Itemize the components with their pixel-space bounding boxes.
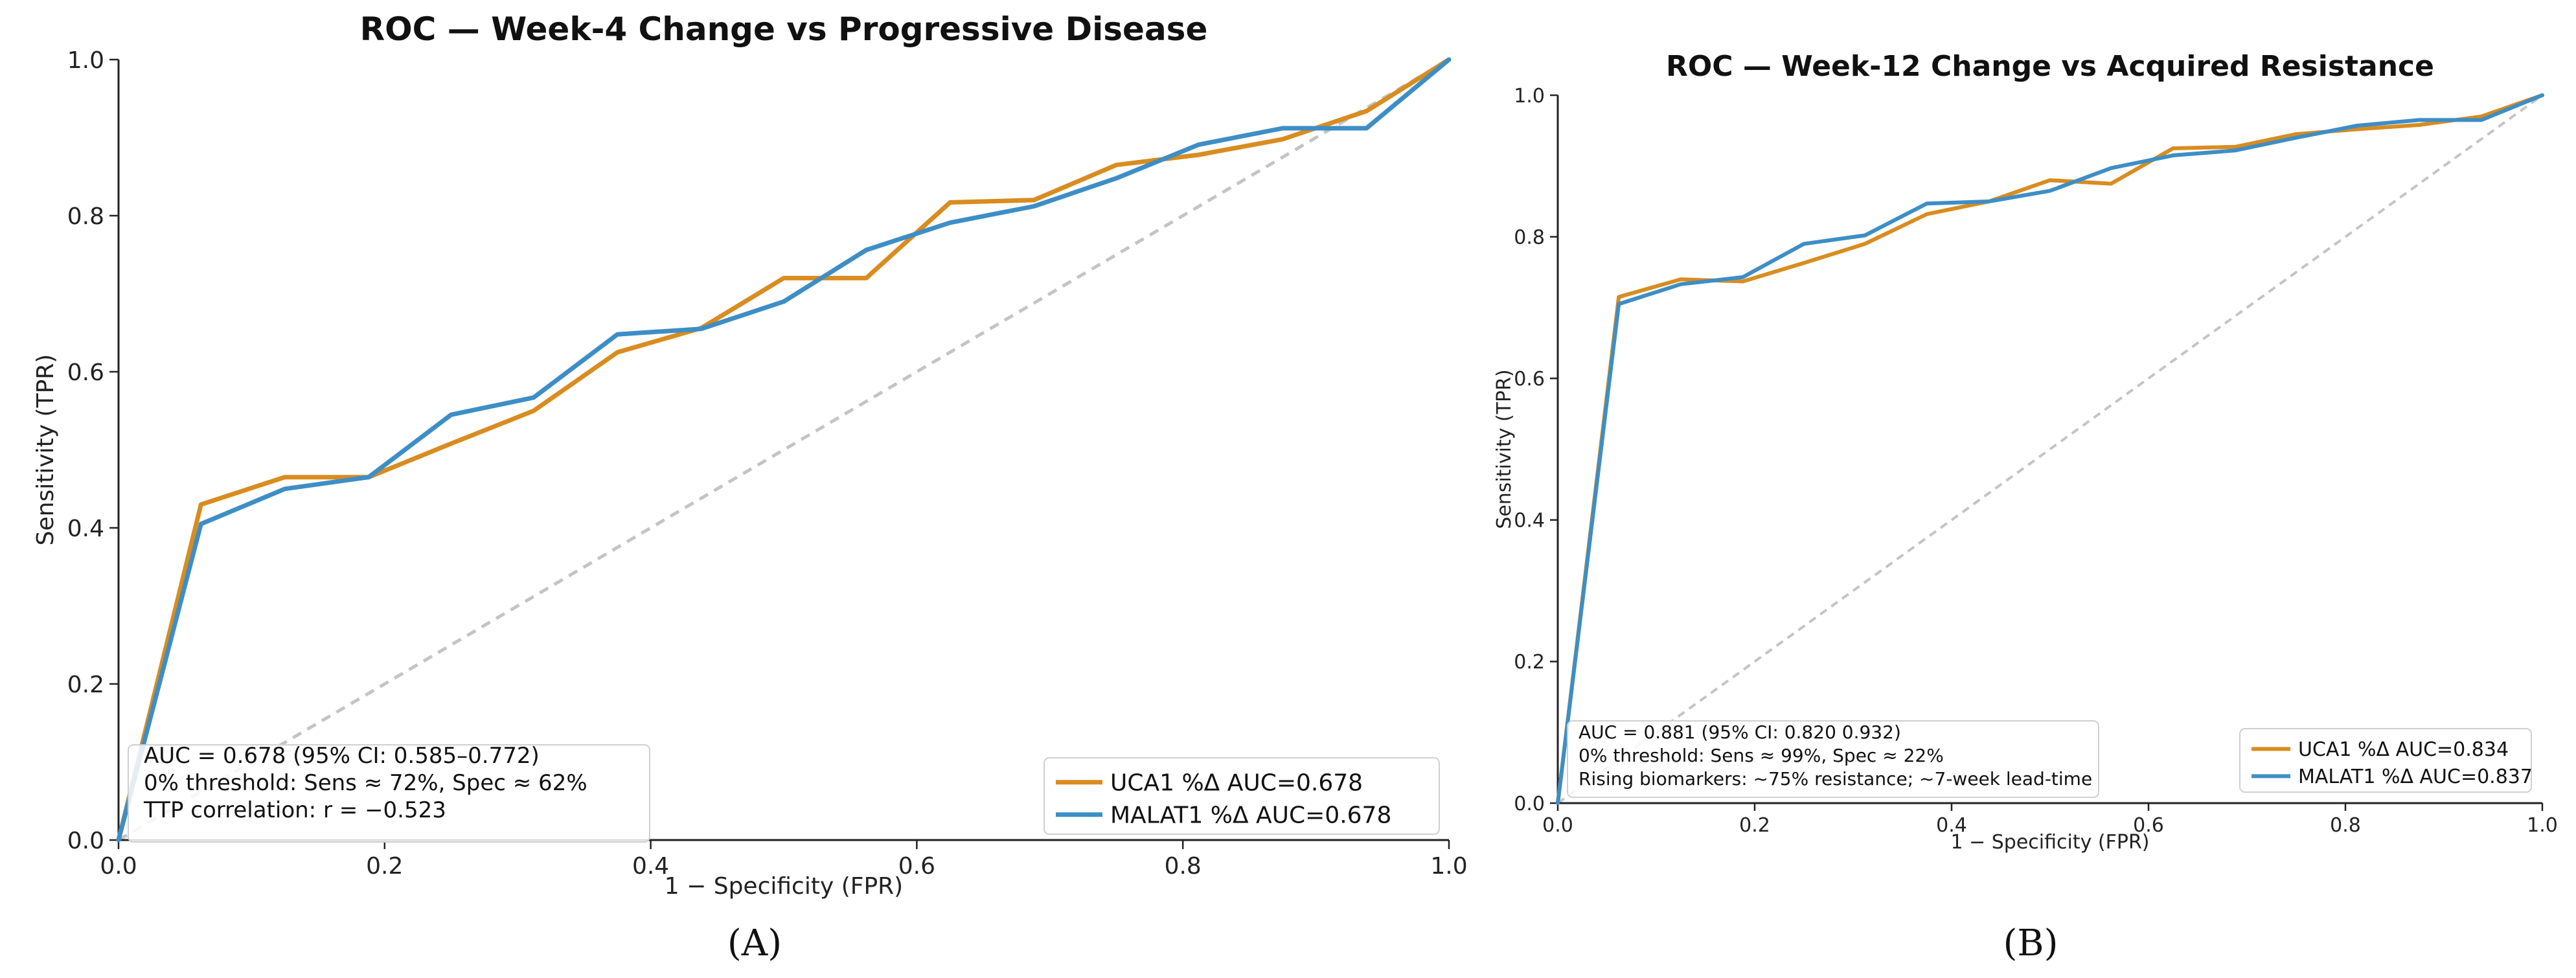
x-tick-label: 0.8 bbox=[1165, 853, 1202, 880]
annotation-box bbox=[1567, 720, 2099, 798]
x-tick-label: 0.6 bbox=[2133, 814, 2164, 837]
y-tick-label: 0.4 bbox=[1514, 510, 1545, 532]
panel-label: (B) bbox=[2003, 922, 2058, 964]
x-tick-label: 1.0 bbox=[1430, 853, 1467, 880]
y-tick-label: 0.8 bbox=[1514, 226, 1545, 249]
y-tick-label: 0.6 bbox=[67, 359, 104, 386]
x-tick-label: 0.4 bbox=[1936, 814, 1967, 837]
y-tick-label: 1.0 bbox=[67, 47, 104, 74]
annotation-line: TTP correlation: r = −0.523 bbox=[143, 797, 446, 823]
x-tick-label: 0.0 bbox=[1542, 814, 1573, 837]
legend-box bbox=[1043, 757, 1440, 835]
y-tick-label: 0.4 bbox=[67, 516, 104, 542]
annotation-line: Rising biomarkers: ~75% resistance; ~7-w… bbox=[1579, 768, 2092, 790]
roc-panel-b: ROC — Week-12 Change vs Acquired Resista… bbox=[1493, 50, 2558, 964]
legend-box bbox=[2239, 728, 2532, 793]
panel-label: (A) bbox=[727, 922, 782, 964]
series-line-malat1 bbox=[1556, 93, 2544, 805]
annotation-line: AUC = 0.881 (95% CI: 0.820 0.932) bbox=[1579, 722, 1901, 743]
chance-diagonal-line bbox=[117, 58, 1450, 842]
y-tick-label: 0.2 bbox=[1514, 651, 1545, 674]
legend-label: MALAT1 %Δ AUC=0.678 bbox=[1110, 802, 1391, 829]
x-tick-label: 0.0 bbox=[100, 853, 137, 880]
y-tick-label: 0.2 bbox=[67, 672, 104, 698]
x-tick-label: 0.8 bbox=[2330, 814, 2361, 837]
legend-label: UCA1 %Δ AUC=0.678 bbox=[1110, 770, 1363, 797]
annotation-line: AUC = 0.678 (95% CI: 0.585–0.772) bbox=[144, 743, 540, 769]
x-tick-label: 0.2 bbox=[366, 853, 403, 880]
annotation-box bbox=[128, 744, 650, 843]
x-tick-label: 1.0 bbox=[2527, 814, 2558, 837]
x-axis-label: 1 − Specificity (FPR) bbox=[1950, 831, 2149, 854]
chart-title: ROC — Week-4 Change vs Progressive Disea… bbox=[360, 10, 1208, 48]
annotation-line: 0% threshold: Sens ≈ 72%, Spec ≈ 62% bbox=[144, 770, 587, 796]
annotation-line: 0% threshold: Sens ≈ 99%, Spec ≈ 22% bbox=[1579, 745, 1944, 766]
y-tick-label: 0.0 bbox=[1514, 793, 1545, 815]
chance-diagonal-line bbox=[1556, 94, 2544, 804]
series-line-uca1 bbox=[116, 57, 1452, 843]
x-tick-label: 0.4 bbox=[632, 853, 669, 880]
y-tick-label: 0.8 bbox=[67, 203, 104, 230]
x-axis-label: 1 − Specificity (FPR) bbox=[665, 873, 903, 900]
x-tick-label: 0.2 bbox=[1739, 814, 1770, 837]
series-line-malat1 bbox=[116, 57, 1452, 843]
y-tick-label: 1.0 bbox=[1514, 85, 1545, 108]
chart-title: ROC — Week-12 Change vs Acquired Resista… bbox=[1666, 50, 2434, 83]
y-tick-label: 0.6 bbox=[1514, 368, 1545, 391]
roc-panel-a: ROC — Week-4 Change vs Progressive Disea… bbox=[32, 10, 1468, 964]
y-axis-label: Sensitivity (TPR) bbox=[32, 354, 59, 546]
y-tick-label: 0.0 bbox=[67, 828, 104, 854]
legend-label: MALAT1 %Δ AUC=0.837 bbox=[2298, 766, 2533, 788]
y-axis-label: Sensitivity (TPR) bbox=[1493, 369, 1516, 529]
legend-label: UCA1 %Δ AUC=0.834 bbox=[2298, 738, 2509, 761]
x-tick-label: 0.6 bbox=[898, 853, 935, 880]
